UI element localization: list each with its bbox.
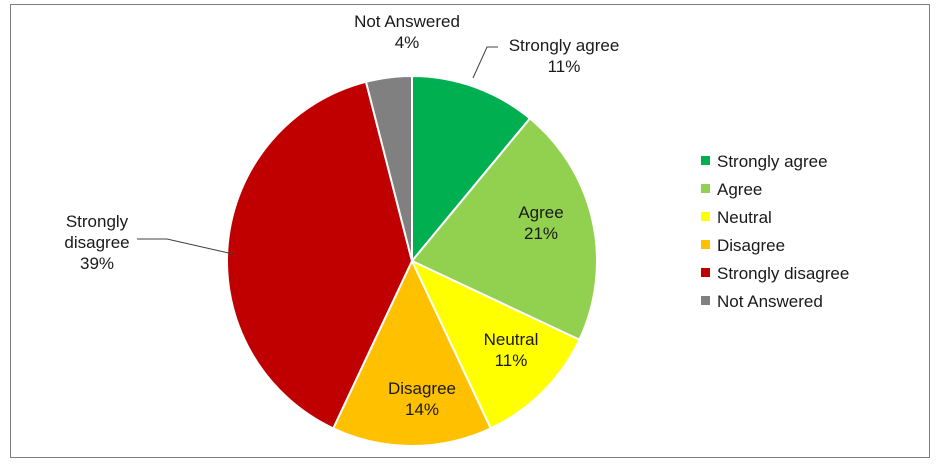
legend-swatch-neutral [701, 212, 710, 221]
legend-swatch-strongly-agree [701, 156, 710, 165]
leader-lines [137, 46, 498, 255]
legend-label-strongly-disagree: Strongly disagree [717, 264, 849, 283]
data-label-neutral: Neutral 11% [484, 330, 539, 370]
leader-strongly-disagree [137, 238, 234, 255]
data-label-strongly-disagree: Strongly disagree 39% [64, 212, 129, 273]
legend-swatch-strongly-disagree [701, 268, 710, 277]
legend-swatch-not-answered [701, 296, 710, 305]
slice-strongly-agree [411, 74, 532, 264]
data-label-not-answered: Not Answered 4% [354, 12, 460, 52]
slice-strongly-disagree [226, 80, 414, 430]
slice-disagree [331, 258, 493, 447]
legend-label-not-answered: Not Answered [717, 292, 823, 311]
chart-frame: Strongly agree 11% Agree 21% Neutral 11% Disag… [10, 4, 930, 458]
pie-chart: Strongly agree 11% Agree 21% Neutral 11% Disag… [64, 12, 849, 447]
slice-not-answered [364, 74, 413, 262]
slice-agree [410, 117, 598, 342]
data-label-disagree: Disagree 14% [388, 379, 456, 419]
legend-label-disagree: Disagree [717, 236, 785, 255]
legend: Strongly agree Agree Neutral Disagree Strong… [701, 152, 849, 311]
leader-strongly-agree [472, 46, 498, 79]
legend-swatch-disagree [701, 240, 710, 249]
legend-label-neutral: Neutral [717, 208, 772, 227]
legend-label-strongly-agree: Strongly agree [717, 152, 828, 171]
slice-neutral [409, 258, 581, 430]
pie-slices [226, 74, 598, 447]
data-label-agree: Agree 21% [518, 203, 563, 243]
legend-label-agree: Agree [717, 180, 762, 199]
data-label-strongly-agree: Strongly agree 11% [509, 36, 620, 76]
legend-swatch-agree [701, 184, 710, 193]
data-labels: Strongly agree 11% Agree 21% Neutral 11% Disag… [64, 12, 619, 419]
